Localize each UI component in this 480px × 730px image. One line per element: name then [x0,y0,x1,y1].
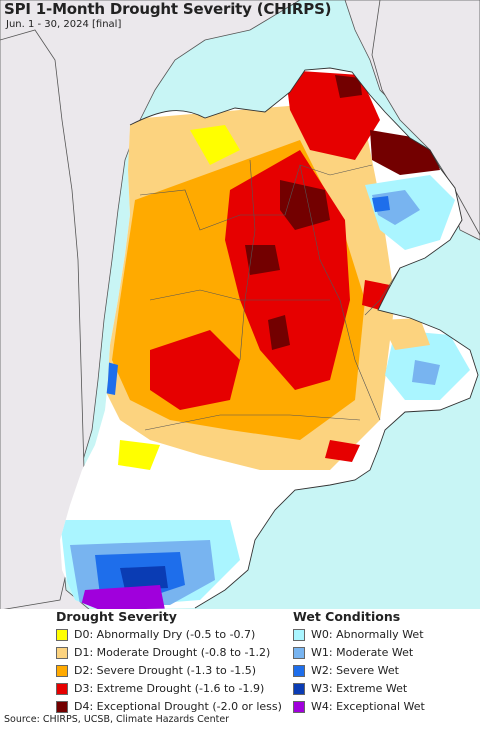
map-title: SPI 1-Month Drought Severity (CHIRPS) [4,0,332,18]
legend-label: D1: Moderate Drought (-0.8 to -1.2) [74,646,271,659]
legend-label: W3: Extreme Wet [311,682,408,695]
legend-label: W2: Severe Wet [311,664,399,677]
legend-item-d0: D0: Abnormally Dry (-0.5 to -0.7) [56,627,255,642]
legend-label: D3: Extreme Drought (-1.6 to -1.9) [74,682,265,695]
w0-swatch [293,628,305,641]
legend-item-w2: W2: Severe Wet [293,663,399,678]
legend-label: D2: Severe Drought (-1.3 to -1.5) [74,664,257,677]
legend-label: W0: Abnormally Wet [311,628,424,641]
legend-item-w4: W4: Exceptional Wet [293,699,425,714]
d1-swatch [56,646,68,659]
d3-swatch [56,682,68,695]
legend-label: D0: Abnormally Dry (-0.5 to -0.7) [74,628,256,641]
w3-swatch [293,682,305,695]
legend-label: D4: Exceptional Drought (-2.0 or less) [74,700,282,713]
w1-swatch [293,646,305,659]
legend-drought-title: Drought Severity [56,609,177,624]
admin-boundaries [139,159,401,431]
legend-wet-title: Wet Conditions [293,609,401,624]
legend-label: W1: Moderate Wet [311,646,414,659]
legend-item-d3: D3: Extreme Drought (-1.6 to -1.9) [56,681,264,696]
legend: Drought Severity Wet Conditions D0: Abno… [0,609,480,714]
d2-swatch [56,664,68,677]
legend-label: W4: Exceptional Wet [311,700,425,713]
legend-item-d4: D4: Exceptional Drought (-2.0 or less) [56,699,282,714]
chile-coast [0,29,85,610]
legend-item-w3: W3: Extreme Wet [293,681,407,696]
d4-swatch [56,700,68,713]
drought-map [0,0,480,610]
map-subtitle: Jun. 1 - 30, 2024 [final] [6,19,122,30]
domain-outline [129,67,479,609]
source-credit: Source: CHIRPS, UCSB, Climate Hazards Ce… [4,714,230,725]
legend-item-w1: W1: Moderate Wet [293,645,413,660]
legend-item-d1: D1: Moderate Drought (-0.8 to -1.2) [56,645,270,660]
analysis-region [60,68,478,610]
w4-swatch [293,700,305,713]
legend-item-w0: W0: Abnormally Wet [293,627,424,642]
legend-item-d2: D2: Severe Drought (-1.3 to -1.5) [56,663,256,678]
d0-swatch [56,628,68,641]
w2-swatch [293,664,305,677]
